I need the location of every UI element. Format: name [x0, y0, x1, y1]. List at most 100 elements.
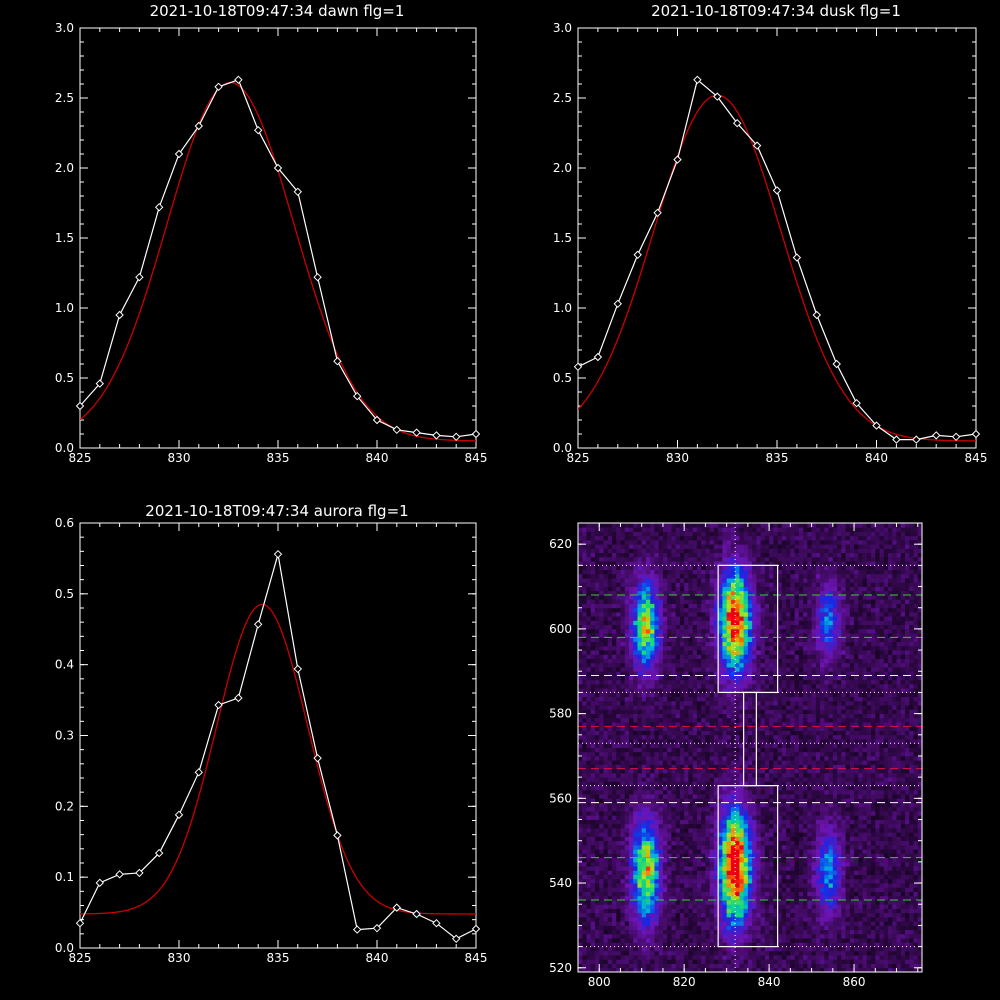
heatmap-cell — [671, 747, 677, 753]
heatmap-cell — [743, 785, 749, 791]
heatmap-cell — [811, 942, 817, 947]
heatmap-cell — [917, 883, 923, 888]
heatmap-cell — [790, 904, 795, 909]
heatmap-cell — [607, 946, 613, 952]
heatmap-cell — [883, 760, 889, 765]
heatmap-cell — [756, 772, 762, 778]
heatmap-cell — [599, 942, 604, 947]
heatmap-cell — [777, 908, 783, 914]
heatmap-cell — [764, 836, 770, 842]
heatmap-cell — [679, 866, 685, 871]
heatmap-cell — [679, 967, 685, 973]
heatmap-cell — [611, 781, 617, 787]
heatmap-cell — [854, 849, 859, 854]
heatmap-cell — [582, 760, 587, 765]
heatmap-cell — [866, 840, 872, 846]
heatmap-cell — [913, 751, 919, 757]
heatmap-cell — [917, 870, 923, 875]
heatmap-cell — [866, 899, 872, 905]
heatmap-cell — [624, 904, 630, 909]
heatmap-cell — [832, 827, 838, 833]
heatmap-cell — [849, 844, 855, 850]
heatmap-cell — [692, 768, 698, 774]
heatmap-cell — [599, 925, 604, 931]
heatmap-cell — [756, 789, 762, 795]
heatmap-cell — [866, 789, 872, 795]
heatmap-cell — [900, 899, 906, 905]
heatmap-cell — [586, 963, 592, 969]
heatmap-cell — [807, 794, 812, 799]
heatmap-cell — [777, 904, 783, 909]
heatmap-cell — [773, 938, 779, 943]
heatmap-cell — [633, 802, 638, 808]
heatmap-cell — [718, 819, 723, 825]
heatmap-cell — [913, 904, 919, 909]
heatmap-cell — [637, 874, 643, 880]
heatmap-cell — [760, 764, 766, 770]
heatmap-cell — [743, 950, 749, 956]
heatmap-cell — [820, 959, 825, 964]
heatmap-cell — [815, 768, 821, 774]
heatmap-cell — [578, 916, 583, 922]
heatmap-cell — [828, 857, 834, 863]
heatmap-cell — [849, 743, 855, 748]
heatmap-cell — [726, 794, 732, 799]
heatmap-cell — [637, 768, 643, 774]
heatmap-cell — [594, 802, 600, 808]
heatmap-cell — [735, 874, 740, 880]
heatmap-cell — [730, 755, 736, 761]
heatmap-cell — [892, 938, 897, 943]
heatmap-cell — [917, 929, 923, 935]
heatmap-cell — [883, 743, 889, 748]
heatmap-cell — [594, 789, 600, 795]
heatmap-cell — [679, 887, 685, 892]
heatmap-cell — [883, 777, 889, 782]
heatmap-cell — [739, 751, 745, 757]
heatmap-cell — [624, 764, 630, 770]
heatmap-cell — [769, 781, 774, 787]
heatmap-cell — [913, 925, 919, 931]
heatmap-cell — [756, 823, 762, 829]
heatmap-cell — [679, 751, 685, 757]
heatmap-cell — [777, 802, 783, 808]
heatmap-cell — [633, 904, 638, 909]
heatmap-cell — [667, 921, 672, 926]
heatmap-cell — [900, 755, 906, 761]
data-point-diamond — [633, 250, 642, 260]
heatmap-cell — [582, 967, 587, 973]
heatmap-cell — [578, 794, 583, 799]
heatmap-cell — [781, 929, 787, 935]
heatmap-cell — [675, 878, 681, 884]
heatmap-cell — [917, 815, 923, 820]
heatmap-cell — [675, 734, 681, 740]
heatmap-cell — [794, 955, 800, 960]
heatmap-cell — [633, 751, 638, 757]
heatmap-cell — [871, 963, 876, 969]
heatmap-cell — [858, 904, 863, 909]
heatmap-cell — [752, 853, 757, 859]
heatmap-cell — [815, 904, 821, 909]
heatmap-cell — [662, 768, 668, 774]
heatmap-cell — [849, 908, 855, 914]
heatmap-cell — [866, 806, 872, 812]
heatmap-cell — [815, 925, 821, 931]
heatmap-cell — [896, 768, 902, 774]
heatmap-cell — [871, 955, 876, 960]
heatmap-cell — [871, 853, 876, 859]
y-tick-label: 2.0 — [553, 161, 572, 175]
heatmap-cell — [854, 887, 859, 892]
heatmap-cell — [641, 861, 647, 867]
heatmap-cell — [679, 849, 685, 854]
heatmap-cell — [696, 823, 702, 829]
heatmap-cell — [658, 904, 664, 909]
heatmap-cell — [837, 963, 842, 969]
heatmap-cell — [586, 734, 592, 740]
heatmap-cell — [628, 908, 634, 914]
heatmap-cell — [684, 806, 689, 812]
heatmap-cell — [726, 955, 732, 960]
heatmap-cell — [773, 751, 779, 757]
heatmap-cell — [713, 806, 719, 812]
heatmap-cell — [679, 904, 685, 909]
heatmap-cell — [650, 755, 655, 761]
heatmap-cell — [662, 832, 668, 837]
